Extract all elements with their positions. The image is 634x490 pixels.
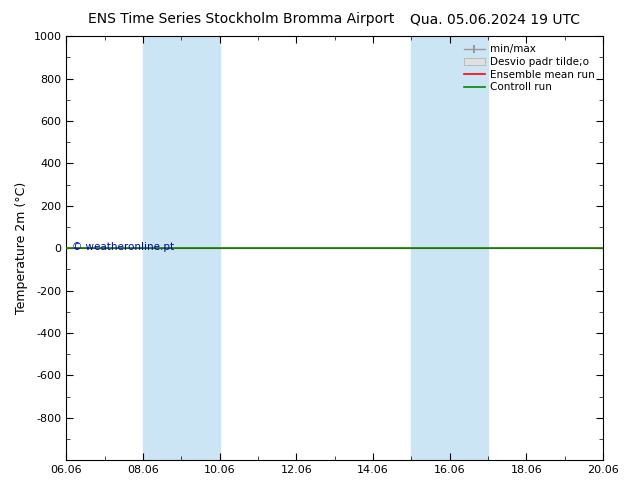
Text: Qua. 05.06.2024 19 UTC: Qua. 05.06.2024 19 UTC [410, 12, 579, 26]
Bar [143, 36, 220, 460]
Y-axis label: Temperature 2m (°C): Temperature 2m (°C) [15, 182, 28, 314]
Bar [411, 36, 488, 460]
Text: ENS Time Series Stockholm Bromma Airport: ENS Time Series Stockholm Bromma Airport [87, 12, 394, 26]
Legend: min/max, Desvio padr tilde;o, Ensemble mean run, Controll run: min/max, Desvio padr tilde;o, Ensemble m… [461, 41, 598, 96]
Text: © weatheronline.pt: © weatheronline.pt [72, 242, 174, 252]
